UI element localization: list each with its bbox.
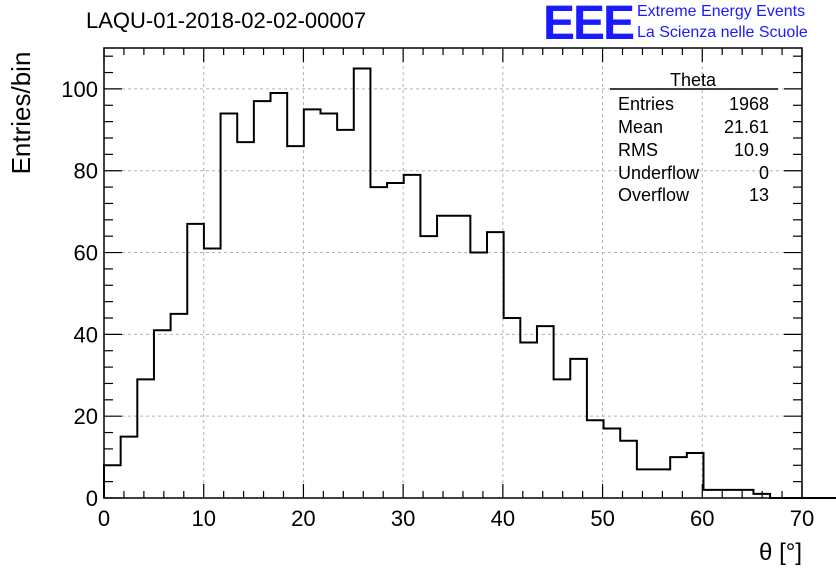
y-tick-label: 20	[74, 404, 98, 429]
histogram-bin	[620, 441, 637, 498]
histogram-bin	[171, 314, 188, 498]
histogram-bin	[154, 330, 171, 498]
x-tick-label: 30	[391, 506, 415, 531]
y-tick-label: 0	[86, 486, 98, 511]
chart-title: LAQU-01-2018-02-02-00007	[86, 8, 367, 33]
stats-value-mean: 21.61	[724, 117, 769, 137]
tick-labels: 0 10 20 30 40 50 60 70 0 20 40 60 80 100	[61, 77, 814, 531]
histogram-bin	[470, 253, 487, 498]
x-tick-label: 50	[590, 506, 614, 531]
plot-frame	[103, 47, 803, 499]
stats-label-rms: RMS	[618, 140, 658, 160]
logo-text-line1: Extreme Energy Events	[637, 3, 806, 20]
histogram-bin	[204, 248, 221, 498]
y-axis-label: Entries/bin	[6, 52, 36, 175]
histogram-series	[103, 67, 836, 499]
x-tick-label: 40	[491, 506, 515, 531]
stats-label-mean: Mean	[618, 117, 663, 137]
histogram-bin	[537, 326, 554, 498]
stats-value-overflow: 13	[749, 185, 769, 205]
histogram-bin	[121, 437, 138, 498]
stats-name: Theta	[670, 70, 717, 90]
x-tick-label: 10	[191, 506, 215, 531]
histogram-bin	[187, 224, 204, 498]
histogram-bin	[687, 453, 704, 498]
stats-value-rms: 10.9	[734, 140, 769, 160]
histogram-bin	[554, 379, 571, 498]
histogram-bin	[487, 232, 504, 498]
histogram-bin	[420, 236, 437, 498]
stats-box: Theta Entries 1968 Mean 21.61 RMS 10.9 U…	[610, 70, 778, 205]
x-tick-label: 70	[790, 506, 814, 531]
histogram-bin	[670, 457, 687, 498]
histogram-bin	[737, 490, 754, 498]
histogram-bin	[271, 93, 288, 498]
histogram-bin	[137, 379, 154, 498]
histogram-bin	[454, 216, 471, 498]
grid-lines	[104, 48, 802, 498]
histogram-bin	[337, 130, 354, 498]
histogram-bin	[587, 420, 604, 498]
y-tick-label: 80	[74, 159, 98, 184]
histogram-bin	[604, 428, 621, 498]
histogram-bin	[221, 113, 238, 498]
histogram-bin	[703, 490, 720, 498]
y-tick-label: 40	[74, 322, 98, 347]
stats-label-entries: Entries	[618, 94, 674, 114]
histogram-bin	[370, 187, 387, 498]
axis-ticks	[103, 48, 803, 499]
histogram-outline	[103, 67, 836, 499]
histogram-bin	[254, 101, 271, 498]
histogram-bin	[504, 318, 521, 498]
x-tick-label: 60	[690, 506, 714, 531]
stats-label-underflow: Underflow	[618, 163, 700, 183]
histogram-bin	[570, 359, 587, 498]
histogram-bin	[437, 216, 454, 498]
logo-text-line2: La Scienza nelle Scuole	[637, 24, 808, 41]
histogram-bin	[387, 183, 404, 498]
histogram-bin	[354, 68, 371, 498]
x-tick-label: 0	[98, 506, 110, 531]
histogram-bin	[237, 142, 254, 498]
histogram-bin	[637, 469, 654, 498]
histogram-bin	[520, 343, 537, 498]
y-tick-label: 60	[74, 241, 98, 266]
y-tick-label: 100	[61, 77, 98, 102]
histogram-bin	[304, 109, 321, 498]
histogram-bin	[287, 146, 304, 498]
eee-logo: EEE	[543, 0, 635, 50]
x-tick-label: 20	[291, 506, 315, 531]
histogram-bin	[404, 175, 421, 498]
stats-value-underflow: 0	[759, 163, 769, 183]
x-axis-label: θ [°]	[759, 539, 802, 566]
stats-label-overflow: Overflow	[618, 185, 690, 205]
stats-value-entries: 1968	[729, 94, 769, 114]
